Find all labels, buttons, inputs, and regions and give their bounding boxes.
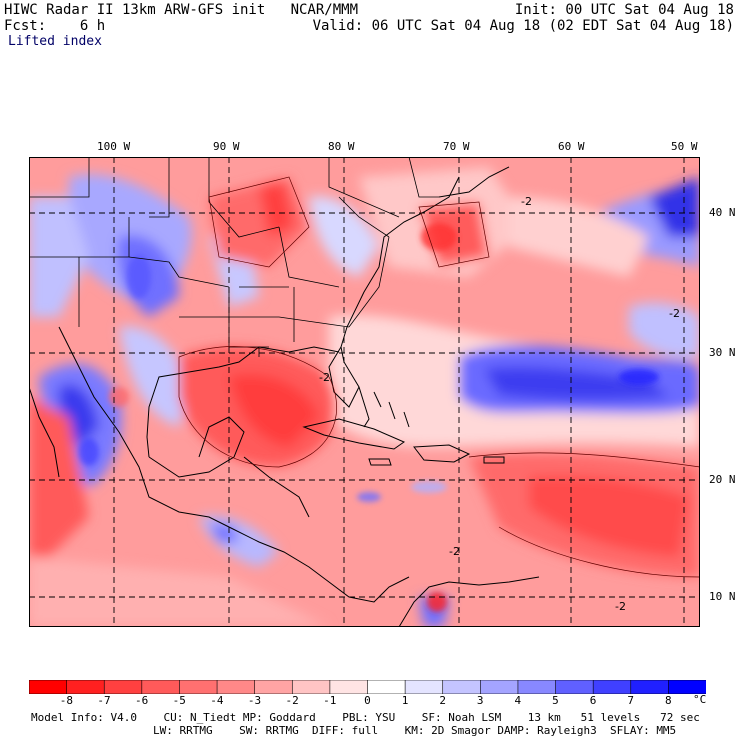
lon-label-70w: 70 W	[443, 140, 470, 153]
latlon-grid	[29, 157, 700, 627]
contour-label: -2	[615, 600, 626, 613]
colorbar-tick-label: 6	[589, 694, 597, 707]
colorbar-tick-label: -8	[59, 694, 74, 707]
colorbar-tick-label: 2	[439, 694, 446, 707]
contour-label: -2	[669, 307, 680, 320]
lat-label-10n: 10 N	[709, 590, 736, 603]
lat-label-40n: 40 N	[709, 206, 736, 219]
lon-label-60w: 60 W	[558, 140, 585, 153]
colorbar-tick-label: -4	[210, 694, 224, 707]
colorbar-tick-label: 1	[401, 694, 409, 707]
colorbar-tick-label: -7	[97, 694, 111, 707]
lon-label-100w: 100 W	[97, 140, 131, 153]
field-name: Lifted index	[8, 34, 102, 49]
map-frame	[29, 157, 700, 627]
colorbar-tick-label: -5	[172, 694, 186, 707]
colorbar-swatch	[103, 680, 143, 694]
forecast-hour: Fcst: 6 h	[4, 18, 106, 34]
model-title: HIWC Radar II 13km ARW-GFS init NCAR/MMM	[4, 2, 359, 18]
colorbar-swatch	[66, 680, 106, 694]
contour-label: -2	[521, 195, 532, 208]
colorbar-swatch	[29, 680, 68, 694]
contour-lines	[178, 176, 700, 578]
colorbar-tick-label: 4	[514, 694, 522, 707]
lat-label-30n: 30 N	[709, 346, 736, 359]
colorbar-swatch	[668, 680, 706, 694]
model-info-line1: Model Info: V4.0 CU: N_Tiedt MP: Goddard…	[31, 711, 700, 724]
colorbar-tick-label: -1	[323, 694, 337, 707]
colorbar-swatch	[216, 680, 256, 694]
lon-label-90w: 90 W	[213, 140, 240, 153]
colorbar-tick-label: -6	[135, 694, 149, 707]
colorbar-swatch	[254, 680, 294, 694]
colorbar	[29, 680, 706, 694]
colorbar-swatch	[329, 680, 369, 694]
colorbar-tick-label: 5	[552, 694, 559, 707]
colorbar-swatch	[480, 680, 519, 694]
colorbar-tick-label: 7	[627, 694, 634, 707]
lon-label-80w: 80 W	[328, 140, 355, 153]
colorbar-swatch	[630, 680, 670, 694]
colorbar-swatch	[442, 680, 482, 694]
colorbar-swatch	[592, 680, 632, 694]
colorbar-swatch	[404, 680, 444, 694]
coastlines	[29, 166, 540, 627]
lifted-index-map: -2 -2 -2 -2 -2	[29, 157, 700, 627]
colorbar-swatch	[291, 680, 331, 694]
colorbar-swatch	[367, 680, 406, 694]
lon-label-50w: 50 W	[671, 140, 698, 153]
colorbar-tick-label: -3	[247, 694, 262, 707]
colorbar-unit: °C	[693, 693, 707, 706]
colorbar-swatch	[555, 680, 594, 694]
lat-label-20n: 20 N	[709, 473, 736, 486]
contour-label: -2	[319, 371, 330, 384]
colorbar-tick-label: 0	[364, 694, 371, 707]
colorbar-tick-label: 3	[476, 694, 484, 707]
init-time: Init: 00 UTC Sat 04 Aug 18	[514, 2, 734, 18]
model-info-line2: LW: RRTMG SW: RRTMG DIFF: full KM: 2D Sm…	[153, 724, 677, 737]
contour-label: -2	[449, 545, 460, 558]
colorbar-tick-label: 8	[664, 694, 672, 707]
colorbar-swatch	[179, 680, 218, 694]
political-boundaries	[29, 157, 439, 357]
colorbar-tick-label: -2	[285, 694, 299, 707]
colorbar-swatch	[517, 680, 557, 694]
lifted-index-field	[29, 167, 700, 627]
valid-time: Valid: 06 UTC Sat 04 Aug 18 (02 EDT Sat …	[312, 18, 734, 34]
colorbar-swatch	[141, 680, 181, 694]
